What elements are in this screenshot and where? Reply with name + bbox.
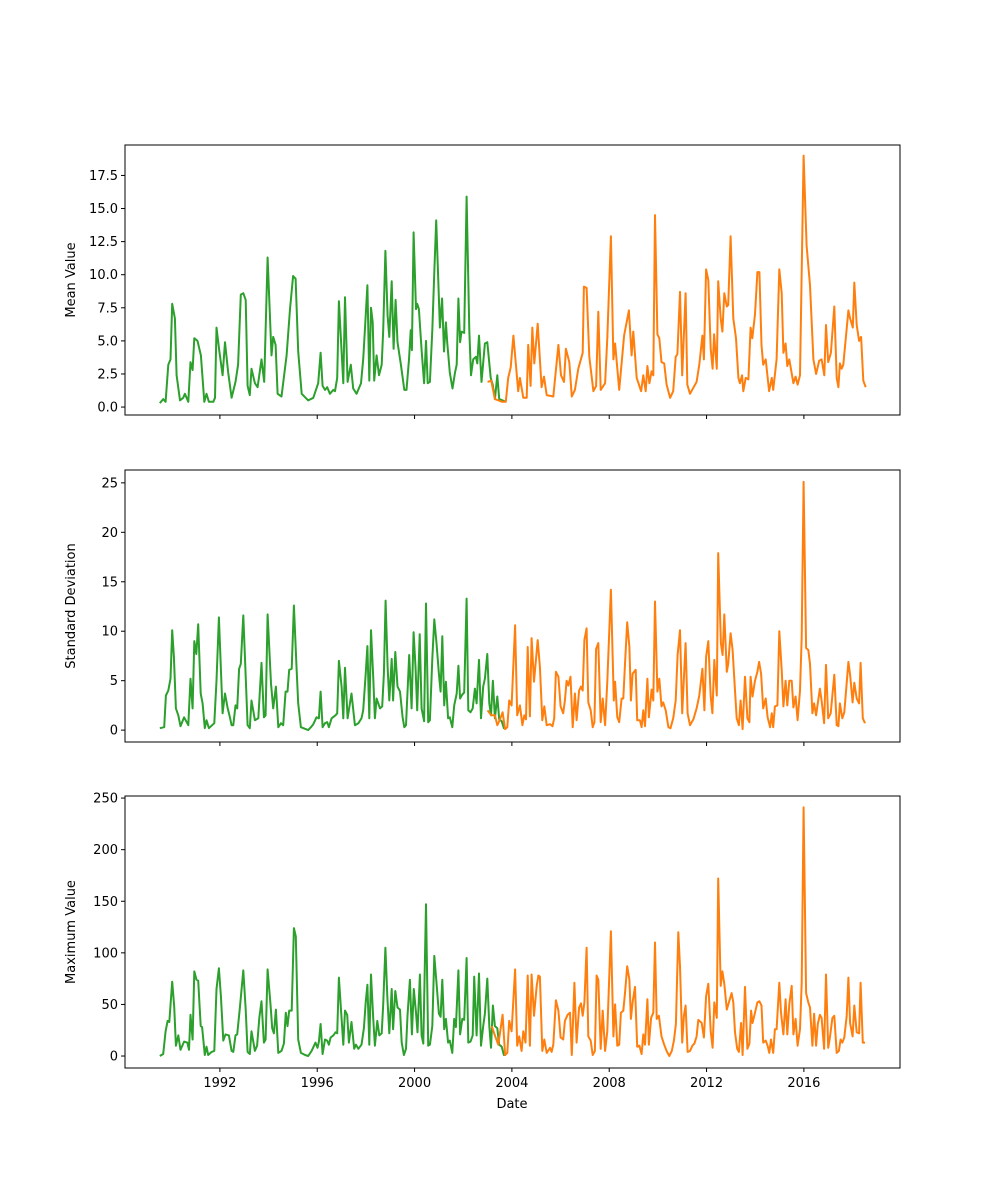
y-tick-label: 100 [93, 946, 118, 961]
series-line-recent [486, 480, 866, 731]
y-tick-label: 0.0 [97, 401, 118, 416]
y-tick-label: 15.0 [89, 202, 118, 217]
series-line-historical [159, 903, 506, 1057]
series-line-recent [487, 154, 867, 403]
y-tick-label: 0 [110, 724, 118, 739]
axes-frame [124, 795, 901, 1069]
y-tick-label: 250 [93, 792, 118, 807]
y-tick-label: 20 [101, 526, 118, 541]
y-tick-label: 150 [93, 895, 118, 910]
y-tick-label: 7.5 [97, 301, 118, 316]
x-tick-label: 1996 [301, 1076, 334, 1091]
x-tick-label: 1992 [203, 1076, 236, 1091]
y-tick-label: 12.5 [89, 235, 118, 250]
y-axis-label: Standard Deviation [64, 543, 79, 668]
y-axis-label: Mean Value [64, 242, 79, 317]
axes-frame [124, 469, 901, 743]
axes-frame [124, 144, 901, 416]
x-tick-label: 2000 [398, 1076, 431, 1091]
series-line-recent [490, 806, 865, 1057]
y-tick-label: 15 [101, 575, 118, 590]
x-tick-label: 2012 [690, 1076, 723, 1091]
y-axis-label: Maximum Value [64, 880, 79, 984]
subplot-2: 0 5 10 15 20 25 Standard Deviation [64, 469, 901, 746]
y-tick-label: 25 [101, 476, 118, 491]
y-tick-label: 10.0 [89, 268, 118, 283]
x-axis-label: Date [496, 1097, 527, 1112]
series-line-historical [159, 195, 507, 404]
y-tick-label: 5 [110, 674, 118, 689]
y-tick-label: 50 [101, 998, 118, 1013]
y-tick-label: 0 [110, 1050, 118, 1065]
y-tick-label: 2.5 [97, 367, 118, 382]
series-line-historical [159, 597, 506, 732]
x-tick-label: 2016 [787, 1076, 820, 1091]
y-tick-label: 5.0 [97, 334, 118, 349]
subplots: 0.0 2.5 5.0 7.5 10.0 12.5 15.0 17.5 Mean Value 0 5… [64, 144, 901, 1091]
y-tick-label: 10 [101, 625, 118, 640]
x-tick-label: 2004 [495, 1076, 528, 1091]
subplot-1: 0.0 2.5 5.0 7.5 10.0 12.5 15.0 17.5 Mean Value [64, 144, 901, 419]
y-tick-label: 17.5 [89, 169, 118, 184]
x-tick-label: 2008 [593, 1076, 626, 1091]
y-tick-label: 200 [93, 843, 118, 858]
subplot-3: 0 50 100 150 200 250 1992 1996 2000 2004 2008 2012 2… [64, 792, 901, 1091]
